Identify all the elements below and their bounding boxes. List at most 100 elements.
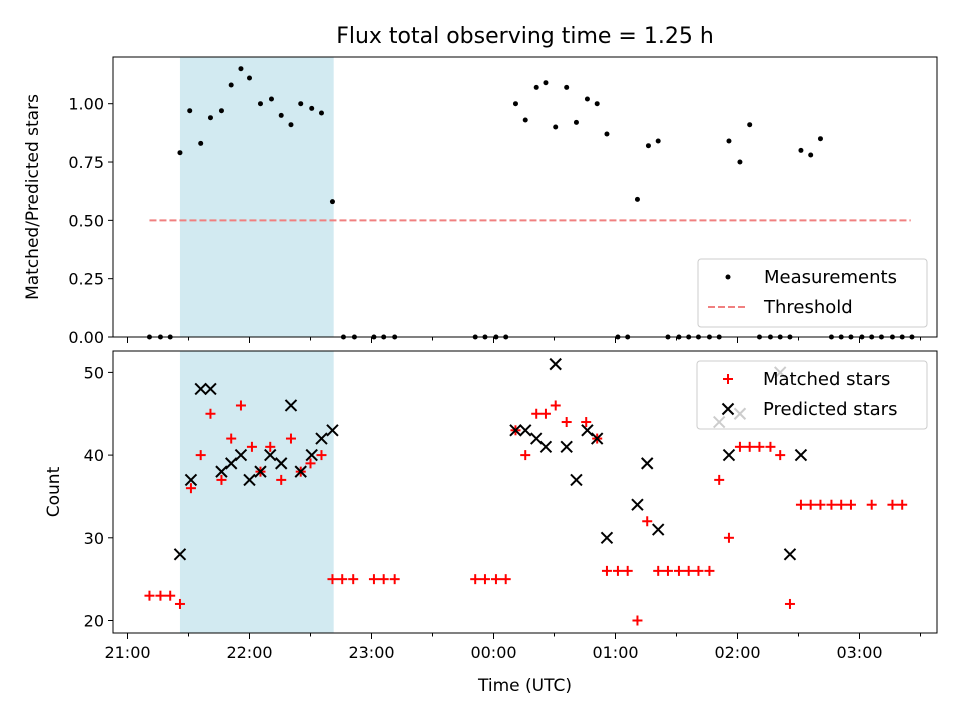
- matched-star-point: [285, 433, 296, 444]
- x-tick-label: 02:00: [714, 643, 760, 662]
- matched-star-point: [174, 598, 185, 609]
- matched-star-point: [632, 615, 643, 626]
- matched-star-point: [195, 450, 206, 461]
- matched-star-point: [378, 574, 389, 585]
- top-x-ticks: [127, 337, 921, 343]
- matched-star-point: [784, 598, 795, 609]
- predicted-star-point: [243, 473, 256, 487]
- measurement-point: [198, 140, 204, 146]
- matched-star-points: [144, 400, 908, 626]
- measurement-point: [329, 199, 335, 205]
- predicted-star-point: [600, 531, 614, 545]
- matched-star-point: [368, 574, 379, 585]
- measurement-point: [645, 143, 651, 149]
- predicted-star-point: [215, 465, 228, 478]
- matched-star-point: [337, 574, 348, 585]
- measurement-point: [228, 82, 234, 88]
- matched-star-point: [601, 565, 612, 576]
- bottom-axes-frame: [112, 350, 938, 634]
- predicted-star-point: [224, 457, 238, 470]
- y-tick-label: 0.75: [68, 153, 104, 172]
- measurement-point: [604, 131, 610, 137]
- predicted-star-point: [794, 448, 808, 462]
- x-tick-label: 01:00: [592, 643, 638, 662]
- chart-title: Flux total observing time = 1.25 h: [336, 24, 714, 49]
- matched-star-point: [836, 499, 847, 510]
- predicted-star-point: [315, 432, 328, 445]
- matched-star-point: [622, 565, 633, 576]
- x-axis-label: Time (UTC): [477, 676, 572, 696]
- matched-star-point: [642, 516, 653, 527]
- measurement-point: [177, 150, 183, 156]
- predicted-star-point: [204, 382, 217, 396]
- legend-predicted-marker: [721, 402, 735, 416]
- legend-plus: [723, 374, 733, 384]
- matched-star-point: [775, 450, 786, 461]
- matched-star-point: [500, 574, 511, 585]
- top-legend: Measurements Threshold: [697, 258, 928, 328]
- predicted-star-point: [284, 399, 298, 412]
- matched-star-point: [540, 408, 551, 419]
- measurement-point: [318, 110, 324, 116]
- top-panel: 0.00 0.25 0.50 0.75 1.00 Matched/Predicted s…: [23, 56, 938, 347]
- matched-star-point: [185, 483, 196, 494]
- matched-star-point: [693, 565, 704, 576]
- predicted-star-point: [305, 448, 318, 462]
- predicted-star-point: [631, 498, 644, 511]
- bottom-y-axis-label: Count: [44, 466, 64, 517]
- matched-star-point: [470, 574, 481, 585]
- legend-measurements-label: Measurements: [764, 267, 897, 288]
- matched-star-point: [673, 565, 684, 576]
- matched-star-point: [205, 408, 216, 419]
- matched-star-point: [845, 499, 856, 510]
- predicted-star-point: [254, 465, 267, 478]
- y-tick-label: 0.25: [68, 270, 104, 289]
- matched-star-point: [216, 474, 227, 485]
- matched-star-point: [714, 474, 725, 485]
- measurement-point: [747, 122, 753, 128]
- predicted-star-point: [173, 548, 187, 561]
- matched-star-point: [490, 574, 501, 585]
- x-tick-label: 03:00: [836, 643, 882, 662]
- measurement-point: [553, 124, 559, 130]
- top-y-axis-label: Matched/Predicted stars: [23, 94, 43, 300]
- matched-star-point: [479, 574, 490, 585]
- measurement-point: [298, 101, 304, 107]
- y-tick-label: 20: [84, 612, 104, 631]
- legend-measurements-marker: [725, 274, 731, 280]
- predicted-star-point: [651, 523, 665, 536]
- bottom-x-ticks: 21:00 22:00 23:00 00:00 01:00 02:00 03:00: [104, 633, 921, 662]
- y-tick-label: 1.00: [68, 95, 104, 114]
- measurement-point: [573, 119, 579, 125]
- matched-star-point: [550, 400, 561, 411]
- top-axes-frame: [112, 56, 938, 338]
- legend-threshold-label: Threshold: [763, 297, 853, 318]
- matched-star-point: [276, 474, 287, 485]
- matched-star-point: [765, 441, 776, 452]
- measurement-point: [655, 138, 661, 144]
- predicted-star-point: [539, 440, 553, 454]
- measurement-point: [726, 138, 732, 144]
- matched-star-point: [683, 565, 694, 576]
- bottom-panel: 20 30 40 50 21:00 22:00 23:00 00:00 01:00 02:00 0…: [44, 350, 938, 696]
- matched-star-point: [744, 441, 755, 452]
- predicted-star-point: [581, 424, 594, 437]
- y-tick-label: 30: [84, 529, 104, 548]
- predicted-star-point: [234, 448, 248, 462]
- predicted-star-point: [529, 432, 543, 445]
- legend-predicted-label: Predicted stars: [763, 399, 897, 420]
- x-tick-label: 00:00: [470, 643, 516, 662]
- measurement-point: [187, 108, 193, 114]
- matched-star-point: [246, 441, 257, 452]
- matched-star-point: [520, 450, 531, 461]
- x-tick-label: 22:00: [226, 643, 272, 662]
- predicted-star-point: [294, 465, 307, 478]
- y-tick-label: 0.50: [68, 211, 104, 230]
- matched-star-point: [581, 417, 592, 428]
- matched-star-point: [235, 400, 246, 411]
- matched-star-point: [155, 590, 166, 601]
- measurement-point: [247, 75, 252, 81]
- measurement-point: [288, 122, 294, 128]
- matched-star-point: [226, 433, 237, 444]
